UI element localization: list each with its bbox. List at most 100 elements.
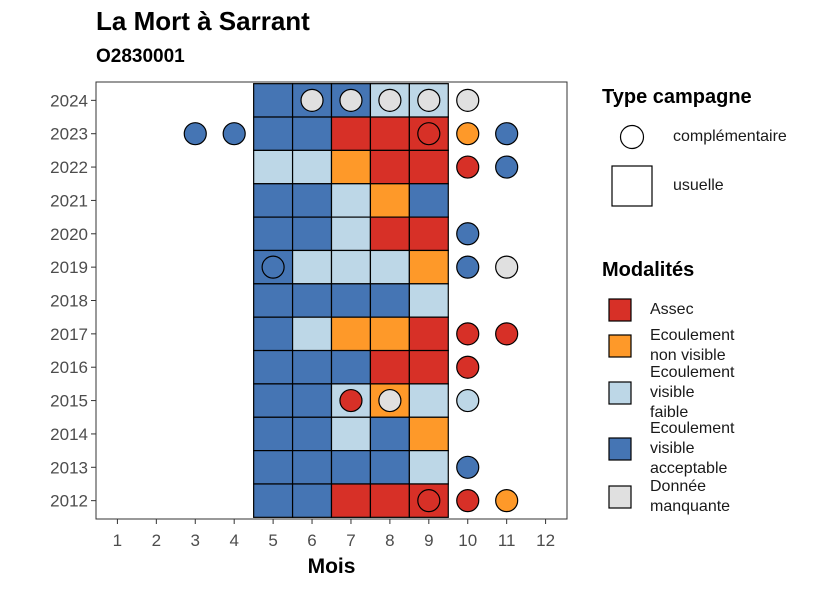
point-2022-11 xyxy=(495,155,519,179)
y-tick-label: 2024 xyxy=(50,91,88,110)
y-tick-label: 2023 xyxy=(50,125,88,144)
tile-2019-8 xyxy=(369,249,410,285)
tile-2018-9 xyxy=(408,283,449,318)
tile-2020-6 xyxy=(291,216,333,252)
point-2020-10 xyxy=(456,222,480,246)
point-2022-10 xyxy=(456,155,480,179)
legend-key-usuelle xyxy=(611,165,653,207)
point-2023-11 xyxy=(495,122,519,146)
tile-2012-7 xyxy=(330,483,372,518)
point-2017-11 xyxy=(495,322,519,346)
point-2015-8 xyxy=(378,388,402,413)
tile-2017-6 xyxy=(291,316,333,352)
legend-modalite-label: Ecoulement xyxy=(650,364,735,381)
y-tick-label: 2016 xyxy=(50,358,88,377)
legend-modalite-label: Ecoulement xyxy=(650,327,735,344)
x-tick-label: 12 xyxy=(536,531,555,550)
tile-2020-9 xyxy=(408,216,449,252)
chart-title: La Mort à Sarrant xyxy=(96,6,310,36)
x-tick-label: 10 xyxy=(458,531,477,550)
point-2015-7 xyxy=(339,388,363,413)
legend-campagne-title: Type campagne xyxy=(602,86,752,108)
x-axis-label: Mois xyxy=(308,555,356,578)
tile-2017-9 xyxy=(408,316,449,352)
tile-2021-6 xyxy=(291,183,333,218)
tile-2019-7 xyxy=(330,249,372,285)
tile-2013-6 xyxy=(291,450,333,485)
legend-modalite-label: visible xyxy=(650,384,695,401)
legend-modalite-label: Ecoulement xyxy=(650,420,735,437)
tile-2014-7 xyxy=(330,416,372,452)
x-tick-label: 9 xyxy=(424,531,433,550)
legend-modalite-label: acceptable xyxy=(650,460,728,477)
tile-2012-8 xyxy=(369,483,410,518)
tile-2015-9 xyxy=(408,383,449,418)
point-2012-9 xyxy=(417,489,441,513)
point-2013-10 xyxy=(456,455,480,479)
tile-2019-9 xyxy=(408,249,449,285)
tile-2017-5 xyxy=(253,316,294,352)
y-tick-label: 2018 xyxy=(50,292,88,311)
tile-2014-5 xyxy=(253,416,294,452)
x-tick-label: 8 xyxy=(385,531,394,550)
chart-subtitle: O2830001 xyxy=(96,46,185,67)
y-tick-label: 2017 xyxy=(50,325,88,344)
x-tick-label: 7 xyxy=(346,531,355,550)
tile-2020-7 xyxy=(330,216,372,252)
tile-2018-7 xyxy=(330,283,372,318)
x-tick-label: 5 xyxy=(268,531,277,550)
legend-campagne-label: complémentaire xyxy=(673,128,787,145)
point-2024-10 xyxy=(456,88,480,112)
y-tick-label: 2012 xyxy=(50,492,88,511)
y-tick-label: 2014 xyxy=(50,425,88,444)
x-tick-label: 11 xyxy=(498,531,516,550)
point-2024-8 xyxy=(378,88,402,112)
tile-2013-8 xyxy=(369,450,410,485)
tile-2020-5 xyxy=(253,216,294,252)
point-2017-10 xyxy=(456,322,480,346)
tile-2024-5 xyxy=(253,83,294,118)
point-2023-3 xyxy=(183,122,207,146)
point-2024-7 xyxy=(339,88,363,112)
tile-2014-9 xyxy=(408,416,449,452)
tile-2020-8 xyxy=(369,216,410,252)
tile-2013-9 xyxy=(408,450,449,485)
tile-2021-7 xyxy=(330,183,372,218)
point-2024-6 xyxy=(300,88,324,112)
tile-2021-9 xyxy=(408,183,449,218)
y-tick-label: 2021 xyxy=(50,191,88,210)
point-2023-9 xyxy=(417,122,441,146)
legend-key-modalite xyxy=(608,381,632,405)
tile-2018-6 xyxy=(291,283,333,318)
x-tick-label: 4 xyxy=(229,531,238,550)
legend-modalite-label: non visible xyxy=(650,347,726,364)
x-tick-label: 6 xyxy=(307,531,316,550)
tile-2016-7 xyxy=(330,349,372,385)
y-tick-label: 2022 xyxy=(50,158,88,177)
tile-2019-6 xyxy=(291,249,333,285)
point-2023-4 xyxy=(222,122,246,146)
tile-2012-5 xyxy=(253,483,294,518)
tile-2014-8 xyxy=(369,416,410,452)
tile-2015-5 xyxy=(253,383,294,418)
tile-2016-6 xyxy=(291,349,333,385)
point-2019-11 xyxy=(495,255,519,279)
x-tick-label: 3 xyxy=(191,531,200,550)
tile-2023-6 xyxy=(291,116,333,151)
legend-campagne-label: usuelle xyxy=(673,177,724,194)
point-2012-10 xyxy=(456,489,480,513)
tile-2023-5 xyxy=(253,116,294,151)
tile-2022-8 xyxy=(369,149,410,185)
tile-2018-5 xyxy=(253,283,294,318)
y-tick-label: 2020 xyxy=(50,225,88,244)
tile-2016-5 xyxy=(253,349,294,385)
tile-2012-6 xyxy=(291,483,333,518)
tile-2017-7 xyxy=(330,316,372,352)
legend-modalite-label: visible xyxy=(650,440,695,457)
point-2019-10 xyxy=(456,255,480,279)
tile-2018-8 xyxy=(369,283,410,318)
x-tick-label: 2 xyxy=(152,531,161,550)
tile-2021-5 xyxy=(253,183,294,218)
point-2016-10 xyxy=(456,355,480,379)
y-tick-label: 2015 xyxy=(50,392,88,411)
